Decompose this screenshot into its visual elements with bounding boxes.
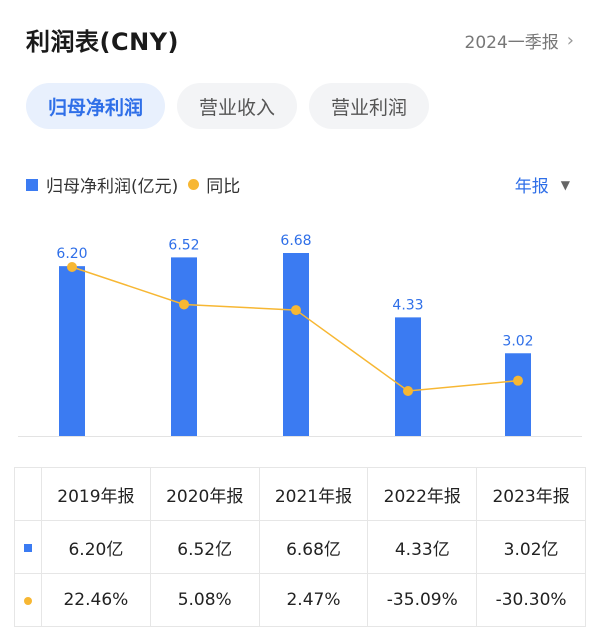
profit-chart: 6.20 6.52 6.68 4.33 3.02 (18, 233, 582, 437)
table-cell: 5.08% (149, 573, 260, 627)
table-header: 2023年报 (476, 467, 586, 521)
annual-selector[interactable]: 年报 ▼ (515, 172, 570, 197)
dropdown-arrow-icon: ▼ (560, 177, 570, 192)
bar[interactable] (505, 353, 531, 436)
table-cell: 2.47% (258, 573, 369, 627)
table-cell: 6.68亿 (258, 520, 369, 574)
table-cell: 6.20亿 (41, 520, 151, 574)
bar-value-label: 6.68 (280, 233, 311, 249)
table-cell: 4.33亿 (367, 520, 478, 574)
yoy-point[interactable] (513, 375, 523, 386)
yoy-point[interactable] (403, 386, 413, 396)
bar-value-label: 6.20 (56, 246, 87, 262)
legend-bar-swatch (26, 178, 38, 191)
table-header-row: 2019年报 2020年报 2021年报 2022年报 2023年报 (14, 467, 586, 521)
bar-marker-icon (24, 544, 32, 552)
table-cell: -30.30% (476, 573, 586, 627)
tab-net-profit[interactable]: 归母净利润 (26, 83, 166, 129)
legend-line-swatch (188, 179, 200, 190)
yoy-point[interactable] (179, 299, 189, 310)
data-table: 2019年报 2020年报 2021年报 2022年报 2023年报 6.20亿… (14, 467, 586, 627)
tab-revenue[interactable]: 营业收入 (177, 83, 298, 129)
tab-operating-profit[interactable]: 营业利润 (309, 83, 430, 129)
table-row-yoy: 22.46% 5.08% 2.47% -35.09% -30.30% (14, 573, 586, 627)
yoy-point[interactable] (67, 262, 77, 272)
bar[interactable] (283, 253, 309, 436)
metric-tabs: 归母净利润 营业收入 营业利润 (26, 83, 430, 129)
table-row-profit: 6.20亿 6.52亿 6.68亿 4.33亿 3.02亿 (14, 520, 586, 574)
legend-line-label: 同比 (206, 177, 241, 197)
table-header: 2019年报 (41, 467, 151, 521)
page-title: 利润表(CNY) (26, 28, 180, 56)
annual-label: 年报 (514, 177, 549, 197)
period-selector[interactable]: 2024一季报 › (465, 28, 574, 53)
table-cell: 6.52亿 (149, 520, 260, 574)
table-header: 2022年报 (367, 467, 478, 521)
table-cell: 3.02亿 (476, 520, 586, 574)
bar-value-label: 4.33 (392, 297, 423, 313)
table-header: 2020年报 (149, 467, 260, 521)
chart-legend: 归母净利润(亿元) 同比 (26, 172, 240, 197)
legend-bar-label: 归母净利润(亿元) (46, 177, 179, 197)
table-header: 2021年报 (258, 467, 369, 521)
bar[interactable] (171, 257, 197, 436)
dot-marker-icon (24, 597, 32, 605)
period-label: 2024一季报 (464, 33, 559, 53)
bar-value-label: 3.02 (502, 333, 533, 349)
bar[interactable] (59, 266, 85, 436)
bar[interactable] (395, 317, 421, 436)
table-cell: -35.09% (367, 573, 478, 627)
chevron-right-icon: › (566, 30, 574, 51)
bar-value-label: 6.52 (168, 237, 199, 253)
yoy-point[interactable] (291, 305, 301, 316)
table-cell: 22.46% (41, 573, 151, 627)
